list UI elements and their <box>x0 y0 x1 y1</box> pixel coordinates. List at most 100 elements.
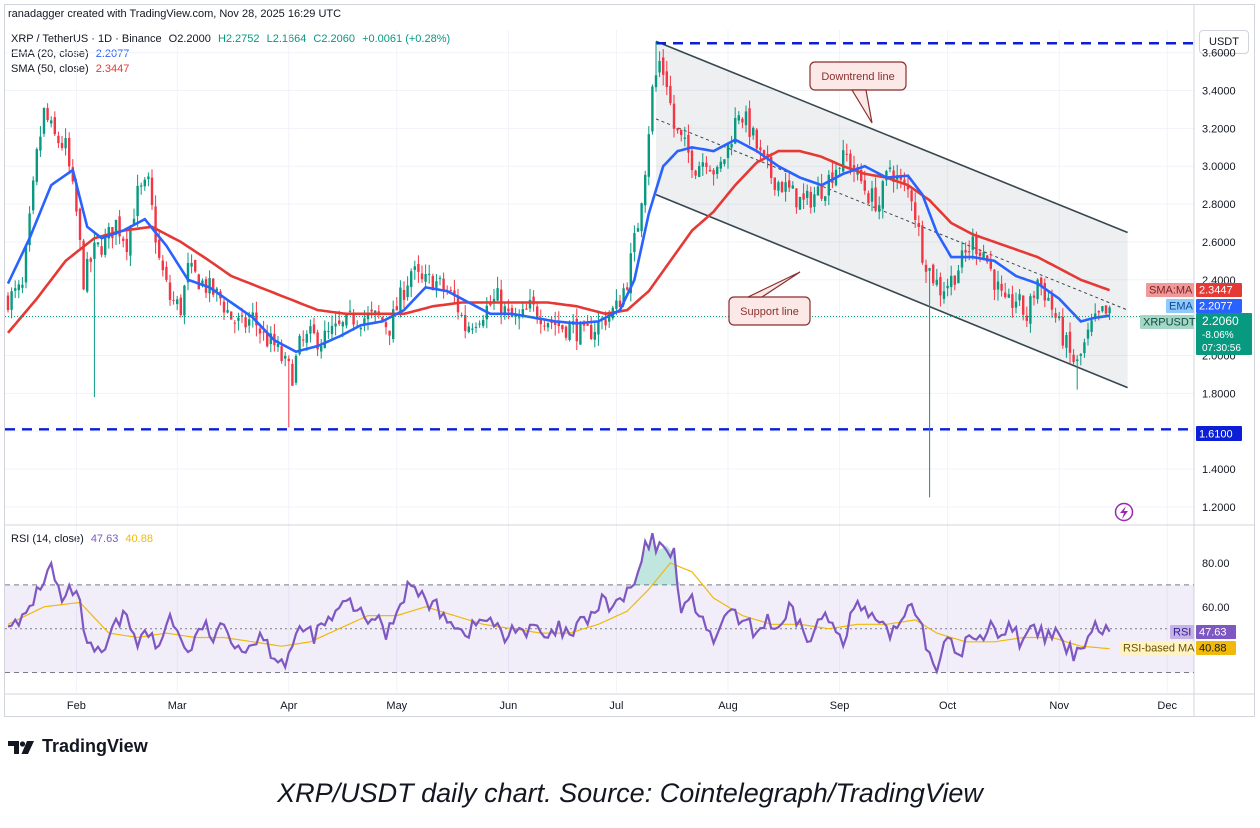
candle-body <box>680 129 683 136</box>
candle-body <box>28 213 31 246</box>
candle-body <box>345 313 348 326</box>
candle-body <box>1072 354 1075 363</box>
time-tick-label: Aug <box>718 700 738 712</box>
candle-body <box>633 233 636 253</box>
time-tick-label: May <box>386 700 407 712</box>
rsi-ma-line <box>7 562 1110 650</box>
candle-body <box>615 300 618 309</box>
time-tick-label: Feb <box>67 700 86 712</box>
channel <box>655 40 1128 389</box>
candle-body <box>269 333 272 345</box>
candle-body <box>820 185 823 199</box>
candle-body <box>1108 307 1111 314</box>
candle-body <box>287 358 290 362</box>
candle-body <box>431 275 434 291</box>
rsi-pane <box>5 532 1194 675</box>
candle-body <box>150 177 154 206</box>
ema-legend[interactable]: EMA (20, close) 2.2077 <box>11 47 129 61</box>
candle-body <box>676 127 679 131</box>
rsi-overbought-fill <box>634 541 682 585</box>
rsi-axis-tag-bg <box>1170 625 1194 639</box>
candle-body <box>593 331 596 340</box>
candle-body <box>291 363 294 386</box>
candle-body <box>759 147 762 151</box>
ohlc-low: L2.1664 <box>266 33 307 45</box>
candle-body <box>140 185 143 187</box>
candle-body <box>60 142 64 148</box>
price-change-percent: -8.06% <box>1202 330 1234 341</box>
candle-body <box>914 202 917 220</box>
candle-body <box>888 167 892 170</box>
candle-body <box>564 326 568 338</box>
candle-body <box>554 322 557 325</box>
candle-body <box>42 108 46 134</box>
tradingview-logo[interactable]: TradingView <box>8 736 148 757</box>
candle-body <box>406 285 409 298</box>
support-callout-label: Support line <box>740 306 799 318</box>
candle-body <box>586 324 589 326</box>
time-axis: Feb Mar Apr May Jun Jul Aug Sep Oct Nov Dec <box>67 700 1178 712</box>
candle-body <box>1061 316 1064 346</box>
candle-body <box>784 182 787 192</box>
chart-frame <box>4 4 1255 717</box>
candle-body <box>532 296 535 305</box>
candle-body <box>312 324 316 334</box>
candle-body <box>266 333 269 347</box>
candle-body <box>1054 313 1057 318</box>
candle-body <box>669 85 672 104</box>
candle-body <box>294 355 298 383</box>
candle-body <box>172 299 175 301</box>
candle-body <box>226 310 229 313</box>
candle-body <box>276 343 280 347</box>
candle-body <box>1022 295 1025 315</box>
candle-body <box>604 319 607 326</box>
candle-body <box>690 150 694 171</box>
candle-body <box>302 339 305 341</box>
candle-body <box>712 170 715 175</box>
tradingview-logo-text: TradingView <box>42 736 148 756</box>
candle-body <box>417 263 420 272</box>
time-tick-label: Dec <box>1157 700 1177 712</box>
candle-body <box>107 226 110 239</box>
candle-body <box>946 285 949 289</box>
candle-body <box>867 193 870 204</box>
candle-body <box>651 86 654 132</box>
candle-body <box>1101 306 1104 312</box>
candle-body <box>842 150 845 172</box>
candle-body <box>665 71 668 88</box>
candle-body <box>363 318 366 326</box>
candle-body <box>618 300 622 308</box>
candle-body <box>165 266 168 280</box>
currency-button[interactable]: USDT <box>1199 30 1249 54</box>
candle-body <box>104 236 107 255</box>
candle-body <box>1090 320 1093 332</box>
support-callout-pointer <box>747 271 801 298</box>
candle-body <box>521 309 524 316</box>
candle-body <box>777 182 780 191</box>
candle-body <box>838 167 841 169</box>
candle-body <box>543 325 546 327</box>
candle-body <box>716 166 719 175</box>
ema-legend-value: 2.2077 <box>95 48 130 60</box>
candle-body <box>413 266 416 270</box>
candle-body <box>874 187 877 211</box>
sma-legend[interactable]: SMA (50, close) 2.3447 <box>11 62 129 76</box>
candle-body <box>334 323 337 327</box>
candle-body <box>507 308 510 312</box>
candle-body <box>14 288 17 291</box>
candle-body <box>176 299 179 305</box>
candle-body <box>17 284 20 291</box>
time-tick-label: Jun <box>500 700 518 712</box>
symbol-title[interactable]: XRP / TetherUS · 1D · Binance <box>11 33 162 45</box>
candle-body <box>629 253 632 294</box>
candle-body <box>863 180 866 191</box>
candle-body <box>996 281 1000 290</box>
candle-body <box>168 282 172 300</box>
candle-body <box>827 174 830 196</box>
price-tick-label: 1.4000 <box>1202 464 1236 476</box>
horizontal-levels <box>5 42 1194 431</box>
rsi-legend[interactable]: RSI (14, close) 47.63 40.88 <box>11 532 153 546</box>
candle-body <box>809 191 812 208</box>
candle-body <box>453 290 456 297</box>
